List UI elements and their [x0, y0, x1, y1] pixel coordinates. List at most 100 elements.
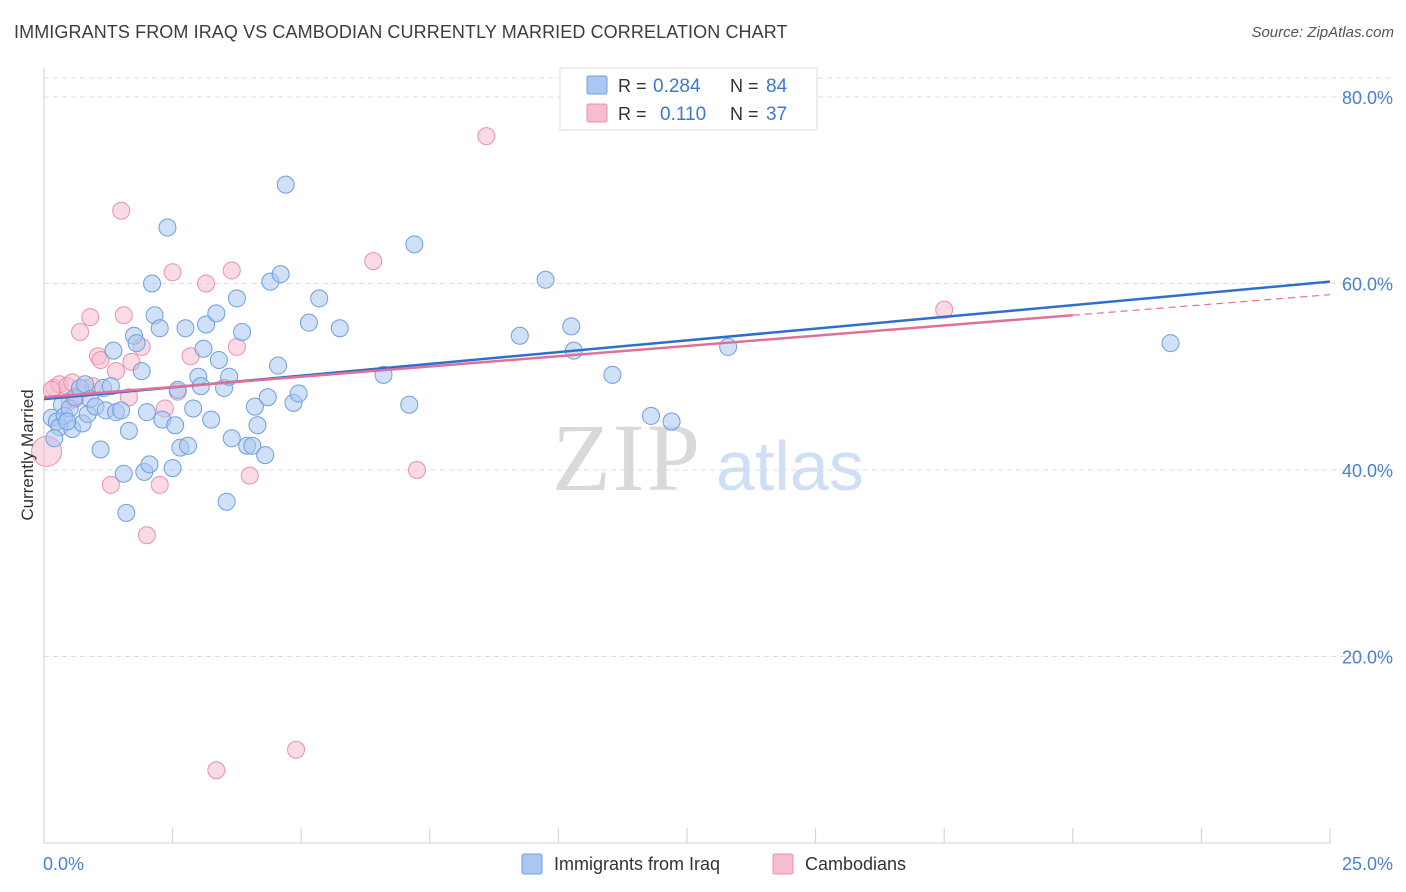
iraq-point-28 [137, 403, 156, 422]
chart-source: Source: ZipAtlas.com [1251, 24, 1394, 41]
zipatlas-watermark: ZIP atlas [552, 404, 864, 511]
cambodians-point-31 [287, 740, 306, 759]
iraq-point-79 [662, 412, 681, 431]
legend-n-label-iraq: N = [730, 76, 759, 96]
iraq-point-23 [119, 421, 138, 440]
y-tick-label-0: 20.0% [1342, 648, 1393, 668]
iraq-point-14 [91, 440, 110, 459]
iraq-point-83 [58, 412, 77, 431]
iraq-point-46 [202, 410, 221, 429]
series-legend-label-cambodian: Cambodians [805, 854, 906, 874]
iraq-point-69 [217, 492, 236, 511]
iraq-point-21 [114, 464, 133, 483]
iraq-point-48 [209, 350, 228, 369]
cambodians-point-30 [240, 466, 259, 485]
iraq-point-61 [269, 356, 288, 375]
cambodians-point-20 [137, 526, 156, 545]
series-legend-swatch-iraq [521, 853, 543, 875]
cambodians-point-14 [107, 362, 126, 381]
cambodians-point-21 [150, 475, 169, 494]
x-tick-label-max: 25.0% [1342, 854, 1393, 874]
y-tick-label-2: 60.0% [1342, 275, 1393, 295]
iraq-point-30 [143, 274, 162, 293]
trend-lines [43, 280, 1331, 401]
iraq-points [42, 175, 1180, 522]
cambodians-trend-line [43, 313, 1073, 399]
iraq-point-74 [536, 270, 555, 289]
cambodians-point-16 [114, 306, 133, 325]
iraq-point-18 [104, 341, 123, 360]
y-tick-label-1: 40.0% [1342, 461, 1393, 481]
cambodians-point-33 [407, 461, 426, 479]
cambodians-point-27 [207, 761, 226, 780]
iraq-point-78 [641, 406, 660, 425]
legend-n-label-cambodian: N = [730, 104, 759, 124]
legend-n-value-iraq: 84 [766, 76, 788, 97]
iraq-point-40 [179, 436, 198, 455]
iraq-point-67 [310, 289, 329, 308]
legend-r-value-iraq: 0.284 [653, 76, 701, 97]
cambodians-point-15 [112, 201, 131, 220]
iraq-point-36 [166, 416, 185, 435]
iraq-point-26 [132, 362, 151, 381]
iraq-point-55 [243, 436, 262, 455]
iraq-point-81 [1161, 334, 1180, 353]
legend-swatch-iraq [586, 75, 608, 95]
y-tick-label-3: 80.0% [1342, 88, 1393, 108]
iraq-point-75 [562, 317, 581, 336]
series-legend-label-iraq: Immigrants from Iraq [554, 854, 720, 874]
iraq-point-80 [719, 337, 738, 356]
iraq-point-71 [400, 395, 419, 414]
cambodians-trend-extension [1072, 294, 1331, 316]
iraq-point-20 [112, 401, 131, 420]
iraq-point-45 [197, 315, 216, 334]
cambodians-point-26 [197, 274, 216, 293]
iraq-point-51 [222, 429, 241, 448]
series-legend: Immigrants from Iraq Cambodians [521, 853, 906, 875]
cambodians-point-12 [91, 350, 110, 369]
iraq-point-22 [117, 503, 136, 522]
iraq-point-53 [233, 322, 252, 341]
tick-labels: 20.0% 40.0% 60.0% 80.0% 0.0% 25.0% [43, 88, 1393, 874]
iraq-point-58 [256, 446, 275, 465]
iraq-point-66 [299, 313, 318, 332]
cambodians-point-23 [163, 263, 182, 282]
iraq-point-25 [127, 334, 146, 353]
cambodians-point-29 [227, 337, 246, 356]
cambodians-point-32 [364, 252, 383, 271]
cambodians-point-28 [222, 261, 241, 280]
iraq-point-39 [176, 319, 195, 338]
iraq-point-29 [140, 455, 159, 474]
legend-swatch-cambodian [586, 103, 608, 123]
iraq-point-32 [150, 319, 169, 338]
series-legend-swatch-cambodian [772, 853, 794, 875]
x-tick-label-min: 0.0% [43, 854, 84, 874]
iraq-point-47 [207, 304, 226, 323]
iraq-point-10 [76, 375, 95, 394]
iraq-point-56 [245, 397, 264, 416]
y-axis-label: Currently Married [18, 389, 37, 520]
iraq-point-77 [603, 365, 622, 384]
iraq-point-41 [184, 399, 203, 418]
stats-legend: R = 0.284 N = 84 R = 0.110 N = 37 [559, 67, 818, 131]
legend-r-label-iraq: R = [618, 76, 647, 96]
cambodians-point-34 [477, 127, 496, 146]
iraq-point-35 [163, 459, 182, 478]
iraq-point-59 [258, 388, 277, 407]
iraq-point-68 [330, 319, 349, 338]
chart-title: IMMIGRANTS FROM IRAQ VS CAMBODIAN CURREN… [14, 22, 788, 42]
iraq-point-65 [289, 384, 308, 403]
iraq-point-57 [248, 416, 267, 435]
iraq-point-44 [194, 339, 213, 358]
legend-n-value-cambodian: 37 [766, 104, 787, 125]
iraq-point-63 [276, 175, 295, 194]
iraq-point-73 [510, 326, 529, 345]
iraq-point-17 [101, 377, 120, 396]
cambodians-point-13 [101, 475, 120, 494]
iraq-point-82 [45, 429, 64, 448]
cambodians-point-9 [81, 308, 100, 327]
legend-r-value-cambodian: 0.110 [660, 104, 706, 125]
iraq-point-34 [158, 218, 177, 237]
iraq-point-52 [227, 289, 246, 308]
